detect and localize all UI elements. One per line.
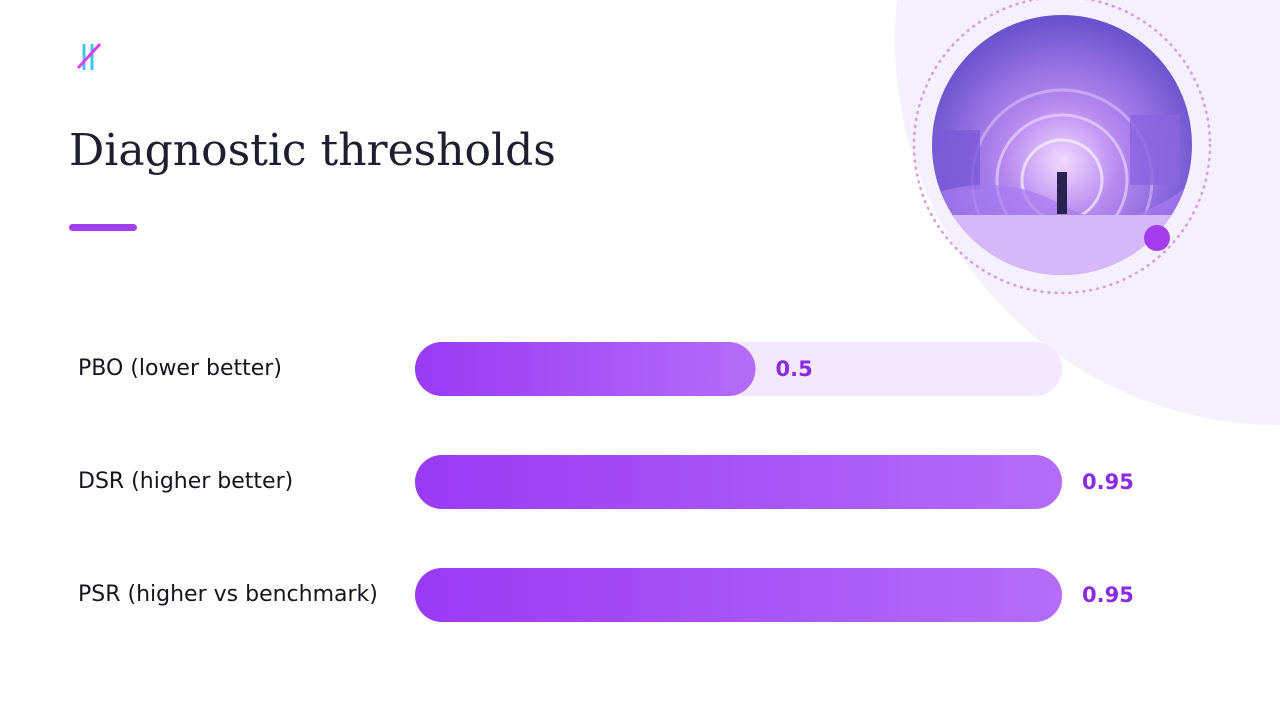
category-label: PSR (higher vs benchmark) [78, 582, 378, 607]
value-label: 0.5 [776, 357, 813, 381]
category-label: DSR (higher better) [78, 469, 293, 494]
bar [415, 455, 1062, 509]
accent-dot [1144, 225, 1170, 251]
chart-title: Diagnostic thresholds [69, 125, 556, 176]
value-label: 0.95 [1082, 470, 1134, 494]
bar [415, 568, 1062, 622]
logo [76, 42, 102, 70]
title-underline [69, 224, 137, 231]
value-label: 0.95 [1082, 583, 1134, 607]
category-label: PBO (lower better) [78, 356, 282, 381]
dotted-ring [912, 0, 1212, 295]
bar [415, 342, 756, 396]
